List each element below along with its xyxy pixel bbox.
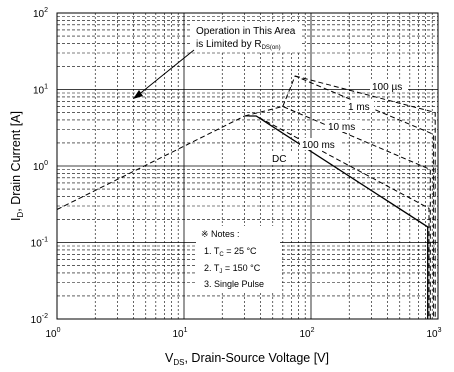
note-3: 3. Single Pulse	[204, 279, 264, 289]
label-10ms-bg	[326, 120, 362, 132]
label-dc-bg	[270, 152, 292, 164]
rds-annotation-line1: Operation in This Area	[196, 26, 296, 37]
rds-annotation-line2: is Limited by RDS(on)	[196, 39, 281, 51]
label-1ms: 1 ms	[348, 102, 370, 113]
rds-annotation-box	[190, 22, 300, 52]
note-2: 2. TJ = 150 °C	[204, 263, 261, 275]
y-axis-label: ID, Drain Current [A]	[9, 111, 25, 221]
y-tick-label: 10-1	[31, 237, 48, 250]
series-line-100-ms	[56, 115, 430, 319]
rds-annotation-arrowhead	[133, 90, 143, 99]
y-tick-labels: 10-2 10-1 100 101 102	[31, 7, 48, 326]
notes-box	[196, 226, 280, 292]
y-tick-label: 10-2	[31, 313, 48, 326]
label-100us-bg	[370, 80, 408, 92]
label-dc: DC	[272, 154, 286, 165]
x-tick-label: 101	[172, 327, 187, 340]
y-tick-label: 100	[33, 160, 48, 173]
rds-annotation-arrow-line	[136, 49, 195, 97]
label-1ms-bg	[346, 100, 374, 112]
series-line-100-us	[294, 75, 436, 319]
label-10ms: 10 ms	[328, 122, 355, 133]
series-line-10-ms	[244, 105, 431, 319]
plot-frame	[56, 12, 439, 320]
x-tick-label: 100	[45, 327, 60, 340]
y-tick-label: 102	[33, 7, 48, 20]
x-axis-label: VDS, Drain-Source Voltage [V]	[165, 351, 329, 367]
note-1: 1. TC = 25 °C	[204, 246, 257, 258]
x-tick-label: 102	[299, 327, 314, 340]
label-100us: 100 µs	[372, 82, 402, 93]
label-100ms-bg	[300, 138, 342, 150]
label-100ms: 100 ms	[302, 140, 335, 151]
notes-title: ※ Notes :	[201, 229, 240, 239]
x-tick-label: 103	[426, 327, 441, 340]
y-tick-label: 101	[33, 84, 48, 97]
x-tick-labels: 100 101 102 103	[45, 327, 441, 340]
